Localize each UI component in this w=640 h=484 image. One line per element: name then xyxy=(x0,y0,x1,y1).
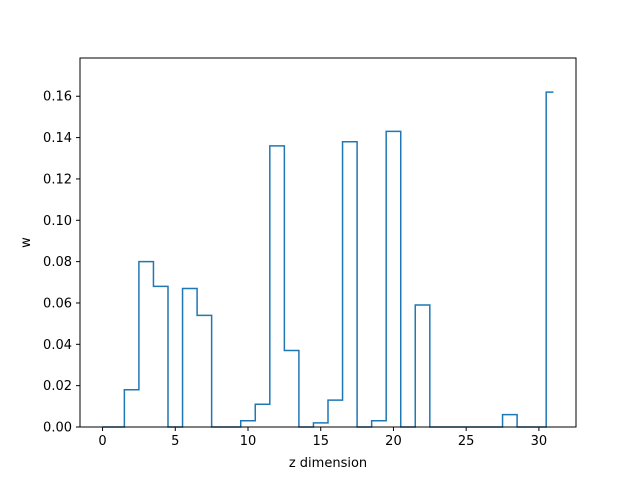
y-axis-label: w xyxy=(19,237,34,248)
series-step-line xyxy=(102,91,554,428)
y-tick-label: 0.04 xyxy=(43,338,72,353)
x-tick-label: 30 xyxy=(531,434,548,449)
x-tick-label: 10 xyxy=(240,434,257,449)
y-tick-label: 0.16 xyxy=(43,90,72,105)
y-tick-label: 0.14 xyxy=(43,131,72,146)
y-tick-label: 0.00 xyxy=(43,421,72,436)
x-tick-label: 15 xyxy=(312,434,329,449)
x-axis-label: z dimension xyxy=(289,456,367,471)
plot-marks xyxy=(102,91,554,428)
y-tick-label: 0.02 xyxy=(43,379,72,394)
x-tick-label: 25 xyxy=(458,434,475,449)
y-tick-label: 0.12 xyxy=(43,172,72,187)
y-tick-label: 0.10 xyxy=(43,214,72,229)
axis-ticks: 0 5 10 15 20 25 30 0.00 0.02 0.04 0.06 0.08 0.10 0.12… xyxy=(43,90,547,449)
x-tick-label: 0 xyxy=(98,434,106,449)
y-tick-label: 0.08 xyxy=(43,255,72,270)
y-tick-label: 0.06 xyxy=(43,296,72,311)
x-tick-label: 20 xyxy=(385,434,402,449)
x-tick-label: 5 xyxy=(171,434,179,449)
plot-frame xyxy=(79,57,577,428)
